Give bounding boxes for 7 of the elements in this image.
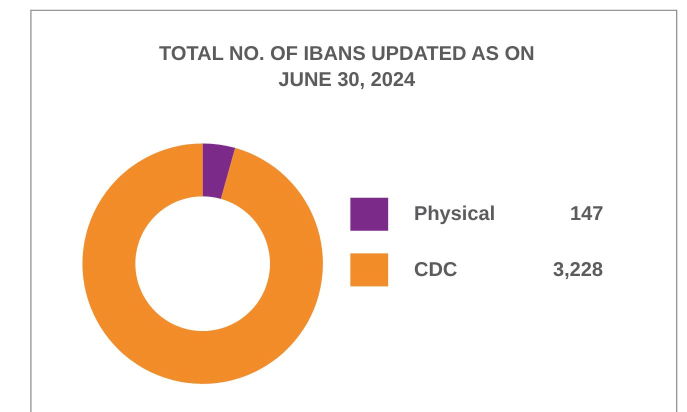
legend-label: CDC xyxy=(414,259,458,281)
donut-slice xyxy=(202,143,236,199)
data-label: 147 xyxy=(570,203,604,225)
chart-title: TOTAL NO. OF IBANS UPDATED AS ON JUNE 30, 2024 xyxy=(159,43,535,91)
data-label: 3,228 xyxy=(553,259,604,281)
donut-slice xyxy=(82,143,323,384)
legend-label: Physical xyxy=(414,203,496,225)
